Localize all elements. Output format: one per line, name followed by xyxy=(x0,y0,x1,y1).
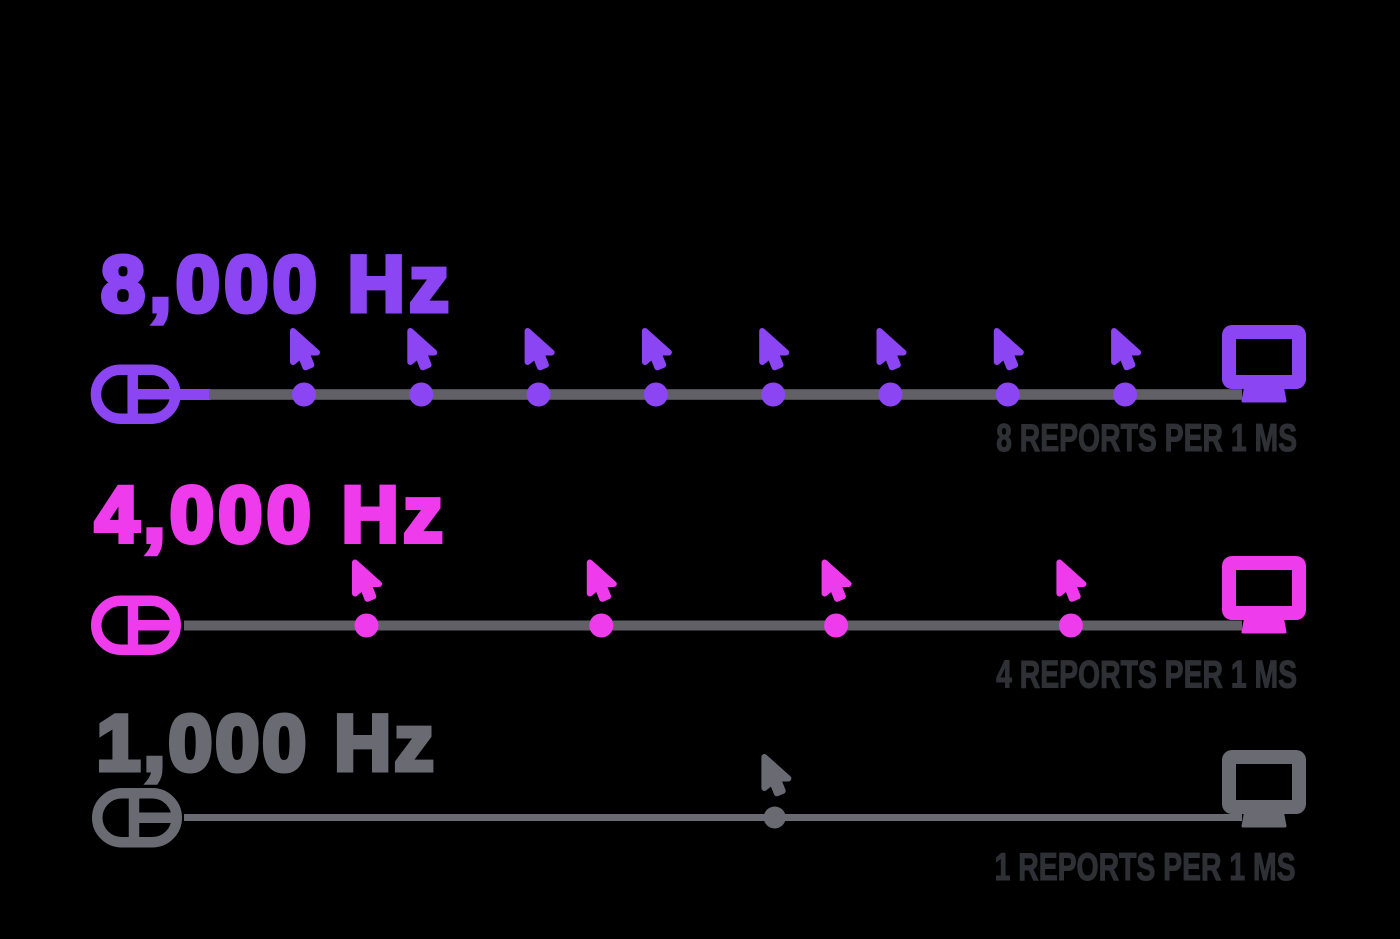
svg-text:4,000 Hz: 4,000 Hz xyxy=(95,470,447,559)
svg-text:1 REPORTS PER 1 MS: 1 REPORTS PER 1 MS xyxy=(995,846,1296,889)
svg-text:4 REPORTS PER 1 MS: 4 REPORTS PER 1 MS xyxy=(996,653,1297,696)
svg-text:8,000 Hz: 8,000 Hz xyxy=(101,239,453,328)
svg-text:1,000 Hz: 1,000 Hz xyxy=(97,698,437,787)
svg-text:8 REPORTS PER 1 MS: 8 REPORTS PER 1 MS xyxy=(996,417,1297,460)
